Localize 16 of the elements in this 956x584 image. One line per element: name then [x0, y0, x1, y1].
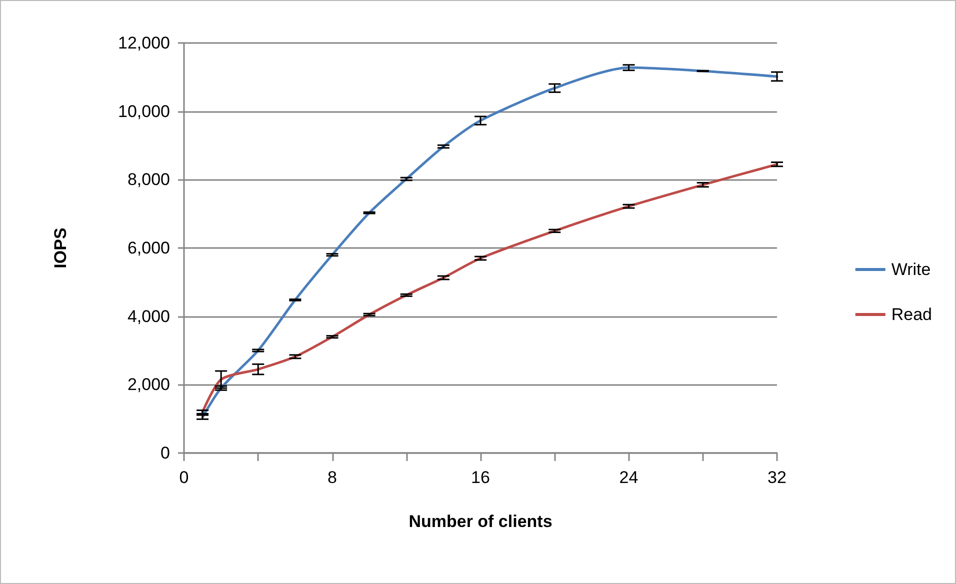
x-tick-label: 16 [471, 468, 490, 487]
legend-label: Write [891, 260, 931, 279]
y-tick-label: 8,000 [127, 170, 170, 190]
x-tick-label: 32 [768, 468, 786, 487]
y-tick-label: 12,000 [118, 34, 170, 52]
y-tick-label: 10,000 [118, 102, 170, 121]
y-tick-label: 2,000 [127, 375, 170, 394]
x-tick-label: 24 [619, 468, 638, 487]
y-axis-title: IOPS [51, 228, 70, 268]
y-tick-label: 4,000 [127, 306, 170, 326]
x-tick-label: 8 [328, 468, 337, 487]
legend-label: Read [891, 305, 932, 324]
x-tick-label: 0 [179, 468, 189, 487]
x-axis-title: Number of clients [408, 512, 552, 531]
y-tick-label: 6,000 [127, 238, 170, 258]
y-tick-label: 0 [160, 444, 170, 462]
